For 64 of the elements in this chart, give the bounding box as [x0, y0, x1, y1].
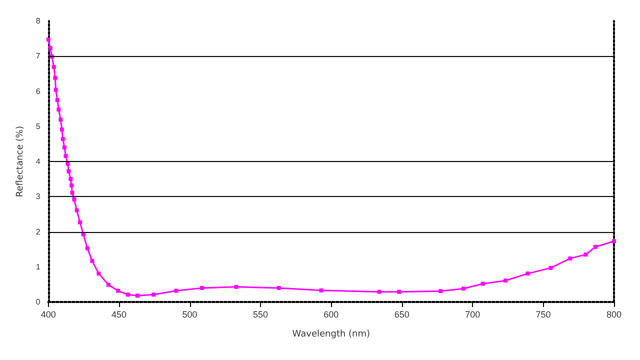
point: [480, 282, 485, 286]
point: [52, 65, 56, 70]
point: [152, 292, 156, 297]
point: [85, 246, 90, 250]
point: [462, 286, 466, 291]
point: [135, 294, 140, 298]
y-tick-label: 7: [36, 52, 41, 61]
point: [72, 197, 76, 202]
x-tick-label: 450: [112, 310, 127, 320]
point: [46, 38, 50, 42]
x-tick-label: 500: [182, 310, 198, 320]
x-tick-label: 800: [606, 310, 622, 320]
x-tick-label: 650: [394, 310, 410, 320]
point: [568, 256, 572, 260]
point: [58, 118, 63, 122]
point: [70, 183, 74, 188]
point: [612, 239, 616, 244]
point: [64, 154, 68, 158]
x-axis-title: Wavelength (nm): [292, 330, 370, 340]
point: [438, 289, 443, 294]
point: [53, 76, 58, 80]
point: [174, 288, 178, 293]
point: [548, 266, 553, 270]
point: [116, 288, 120, 293]
point: [397, 290, 402, 294]
x-tick-label: 600: [324, 310, 339, 320]
point: [90, 258, 94, 263]
x-tick-label: 700: [465, 310, 480, 320]
point: [56, 108, 61, 112]
y-tick-label: 3: [36, 192, 41, 202]
x-tick-label: 750: [536, 310, 551, 320]
point: [593, 244, 598, 249]
point: [60, 137, 65, 142]
point: [96, 272, 101, 276]
y-tick-label: 2: [36, 227, 41, 236]
point: [526, 272, 530, 276]
y-tick-label: 5: [36, 122, 41, 131]
y-tick-label: 6: [36, 86, 41, 96]
point: [319, 288, 324, 292]
point: [74, 208, 79, 212]
point: [70, 190, 74, 195]
point: [126, 292, 130, 297]
point: [66, 169, 71, 174]
point: [584, 252, 588, 257]
point: [48, 46, 52, 50]
point: [200, 286, 204, 290]
point: [55, 98, 60, 102]
point: [276, 286, 281, 290]
y-tick-label: 1: [36, 262, 41, 272]
point: [78, 220, 82, 224]
y-axis-title: Reflectance (%): [16, 126, 26, 198]
y-tick-label: 8: [36, 16, 41, 26]
point: [68, 177, 73, 182]
point: [54, 88, 58, 92]
point: [377, 290, 382, 294]
point: [234, 284, 238, 289]
point: [106, 282, 110, 287]
x-tick-label: 400: [40, 310, 56, 320]
point: [62, 145, 66, 150]
point: [504, 278, 508, 283]
y-tick-label: 0: [36, 298, 41, 306]
point: [60, 128, 64, 132]
x-tick-label: 550: [252, 310, 268, 320]
y-tick-label: 4: [36, 157, 41, 166]
